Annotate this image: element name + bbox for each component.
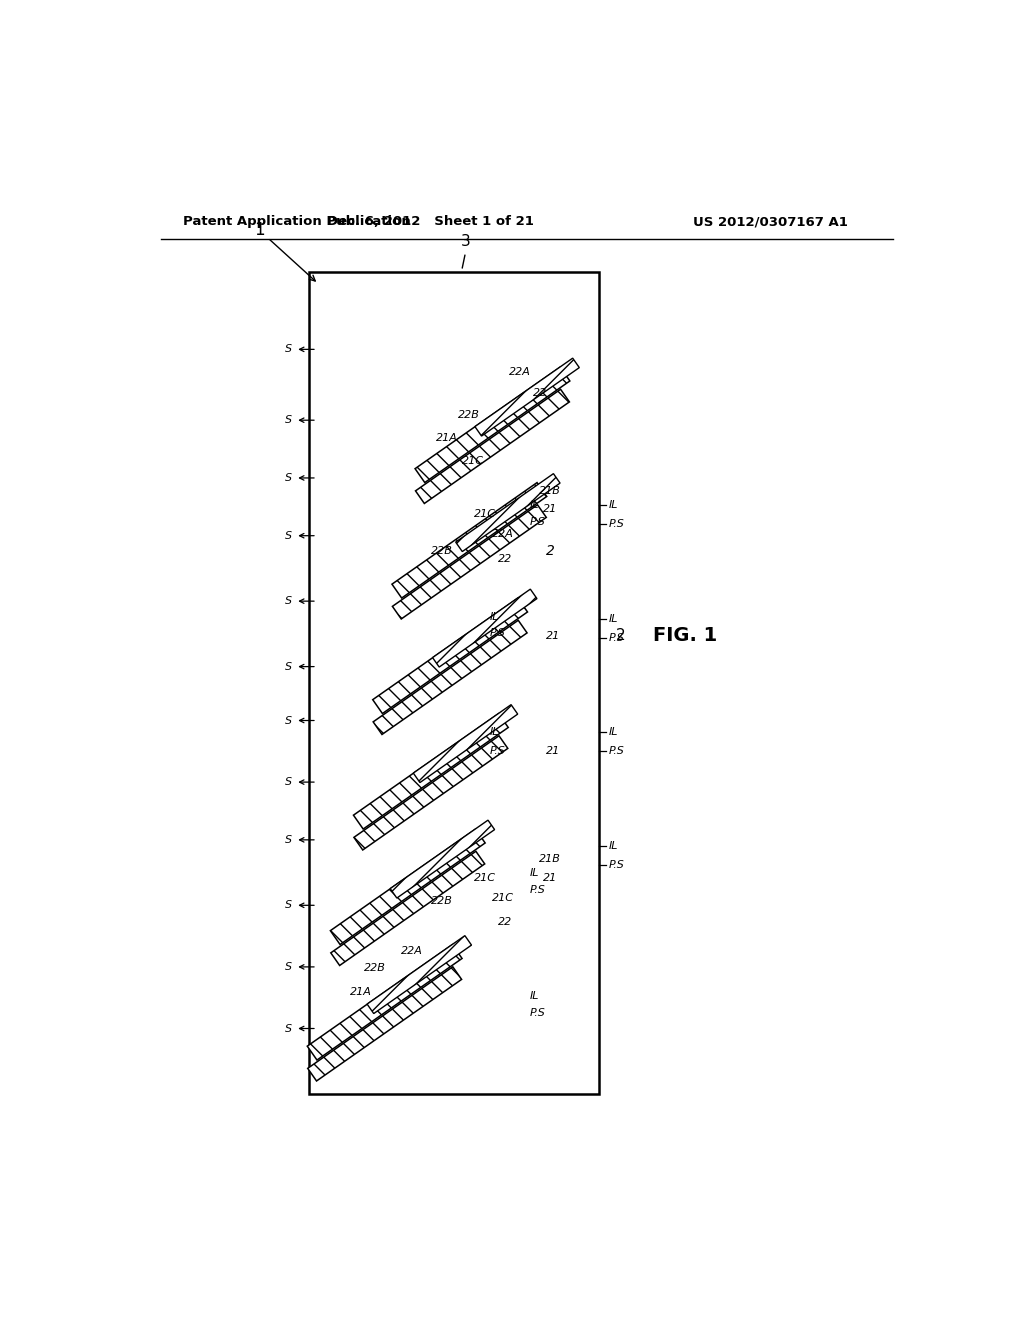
Polygon shape	[331, 851, 484, 965]
Polygon shape	[475, 358, 580, 436]
Text: 1: 1	[255, 220, 265, 239]
Text: S: S	[285, 661, 292, 672]
Polygon shape	[416, 389, 569, 503]
Text: IL: IL	[530, 500, 540, 510]
Polygon shape	[390, 820, 495, 898]
Text: S: S	[285, 962, 292, 972]
Text: 21: 21	[547, 631, 560, 640]
Text: P.S: P.S	[608, 634, 625, 643]
Text: IL: IL	[608, 841, 618, 851]
Text: 21: 21	[543, 504, 557, 513]
Text: 22B: 22B	[458, 409, 479, 420]
Text: 3: 3	[461, 234, 470, 249]
Text: S: S	[285, 416, 292, 425]
Polygon shape	[353, 714, 508, 829]
Polygon shape	[414, 705, 518, 783]
Text: 22A: 22A	[400, 946, 423, 957]
Polygon shape	[354, 735, 508, 850]
Text: Dec. 6, 2012   Sheet 1 of 21: Dec. 6, 2012 Sheet 1 of 21	[328, 215, 535, 228]
Polygon shape	[307, 945, 462, 1060]
Text: 21C: 21C	[474, 510, 496, 519]
Polygon shape	[392, 483, 547, 598]
Text: IL: IL	[530, 991, 540, 1001]
Text: IL: IL	[608, 500, 618, 510]
Text: 21C: 21C	[474, 874, 496, 883]
Text: 22A: 22A	[492, 529, 514, 539]
Polygon shape	[368, 936, 471, 1014]
Text: IL: IL	[530, 869, 540, 878]
Text: FIG. 1: FIG. 1	[653, 626, 717, 645]
Text: IL: IL	[489, 611, 499, 622]
Text: 21C: 21C	[492, 892, 514, 903]
Text: 21B: 21B	[539, 486, 560, 496]
Text: P.S: P.S	[608, 861, 625, 870]
Text: S: S	[285, 597, 292, 606]
Text: 22: 22	[498, 917, 512, 927]
Text: 22: 22	[534, 388, 548, 399]
Text: 22B: 22B	[431, 896, 453, 906]
Text: 21A: 21A	[435, 433, 458, 444]
Text: S: S	[285, 531, 292, 541]
Polygon shape	[331, 829, 485, 945]
Text: Patent Application Publication: Patent Application Publication	[183, 215, 411, 228]
Text: 21: 21	[547, 746, 560, 756]
Text: P.S: P.S	[608, 746, 625, 756]
Polygon shape	[307, 966, 462, 1081]
Text: S: S	[285, 777, 292, 787]
Text: P.S: P.S	[608, 519, 625, 529]
Text: P.S: P.S	[530, 884, 546, 895]
Text: 22A: 22A	[509, 367, 531, 378]
Text: 21A: 21A	[350, 986, 372, 997]
Text: IL: IL	[608, 614, 618, 624]
Text: S: S	[285, 834, 292, 845]
Polygon shape	[432, 589, 537, 667]
Text: 2: 2	[547, 544, 555, 558]
Polygon shape	[415, 367, 569, 483]
Text: IL: IL	[608, 727, 618, 737]
Text: US 2012/0307167 A1: US 2012/0307167 A1	[692, 215, 848, 228]
Text: S: S	[285, 473, 292, 483]
Polygon shape	[392, 504, 547, 619]
Text: IL: IL	[489, 727, 499, 737]
Polygon shape	[373, 598, 527, 714]
Text: 21C: 21C	[463, 455, 484, 466]
Text: 22B: 22B	[431, 546, 453, 556]
Text: S: S	[285, 900, 292, 911]
Text: P.S: P.S	[530, 1008, 546, 1018]
Text: S: S	[285, 1023, 292, 1034]
Text: P.S: P.S	[489, 746, 505, 756]
Text: 21: 21	[543, 874, 557, 883]
Text: P.S: P.S	[489, 628, 505, 639]
Text: S: S	[285, 715, 292, 726]
Text: 22B: 22B	[364, 964, 386, 973]
Text: 2: 2	[615, 628, 626, 643]
Text: 21B: 21B	[539, 854, 560, 865]
Text: S: S	[285, 345, 292, 354]
Polygon shape	[456, 474, 560, 552]
Polygon shape	[373, 620, 527, 734]
Text: P.S: P.S	[530, 517, 546, 527]
Text: 22: 22	[498, 554, 512, 564]
